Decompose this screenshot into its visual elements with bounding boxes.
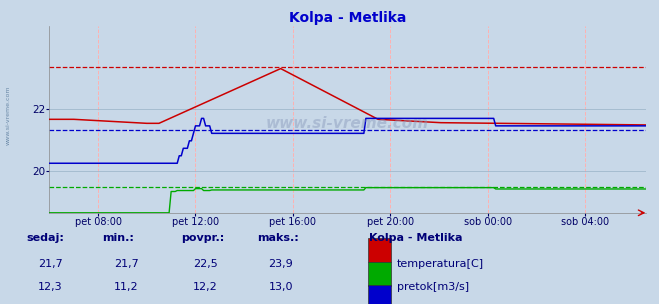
Text: 12,2: 12,2 [192, 282, 217, 292]
Bar [368, 261, 391, 286]
Text: pretok[m3/s]: pretok[m3/s] [397, 282, 469, 292]
Bar [368, 238, 391, 262]
Text: 21,7: 21,7 [113, 259, 138, 269]
Title: Kolpa - Metlika: Kolpa - Metlika [289, 11, 407, 25]
Text: 21,7: 21,7 [38, 259, 63, 269]
Text: Kolpa - Metlika: Kolpa - Metlika [369, 233, 463, 243]
Text: temperatura[C]: temperatura[C] [397, 259, 484, 269]
Text: 23,9: 23,9 [268, 259, 293, 269]
Text: maks.:: maks.: [257, 233, 299, 243]
Bar [368, 285, 391, 304]
Text: 12,3: 12,3 [38, 282, 63, 292]
Text: min.:: min.: [102, 233, 134, 243]
Text: 11,2: 11,2 [114, 282, 138, 292]
Text: sedaj:: sedaj: [26, 233, 64, 243]
Text: 22,5: 22,5 [192, 259, 217, 269]
Text: povpr.:: povpr.: [181, 233, 225, 243]
Text: 13,0: 13,0 [269, 282, 293, 292]
Text: www.si-vreme.com: www.si-vreme.com [5, 86, 11, 145]
Text: www.si-vreme.com: www.si-vreme.com [266, 116, 429, 130]
